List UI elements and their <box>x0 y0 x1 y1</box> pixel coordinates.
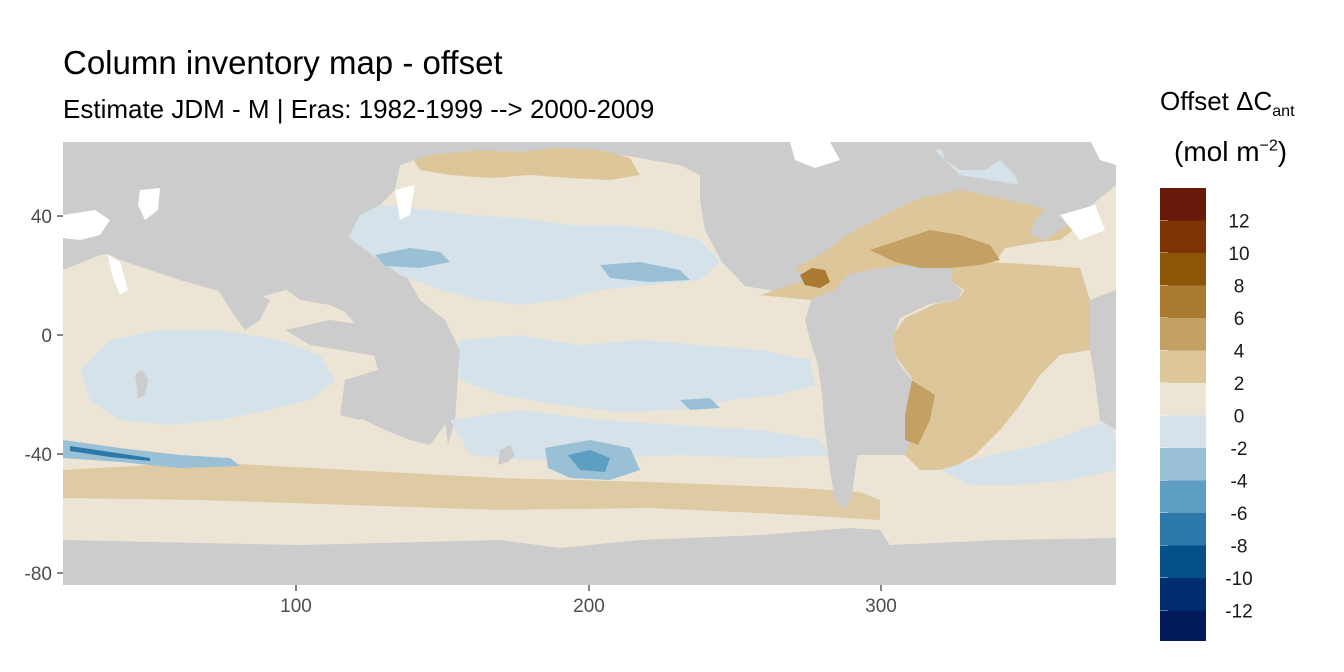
legend-swatch <box>1160 220 1206 254</box>
legend-tick-label: -6 <box>1231 504 1248 525</box>
antarctic-tan-band <box>63 462 880 520</box>
legend-tick-label: -10 <box>1225 569 1252 590</box>
gulf-stream-orange <box>870 230 1000 268</box>
y-tick-label: -40 <box>25 445 52 466</box>
gulf-of-mexico-brown <box>800 268 830 288</box>
southern-ocean-blue-streak <box>63 440 240 468</box>
legend-tick-label: 4 <box>1234 342 1245 363</box>
greenland <box>940 142 1000 170</box>
legend-colorbar <box>1160 188 1206 641</box>
kuroshio-negative <box>375 248 450 268</box>
no-data-okhotsk <box>395 185 415 220</box>
legend-tick-label: -2 <box>1231 439 1248 460</box>
east-pacific-blue <box>680 398 720 410</box>
south-atlantic-negative <box>940 420 1116 485</box>
atlantic-tan <box>760 250 1090 470</box>
legend-title-subscript: ant <box>1272 103 1295 121</box>
legend-swatch <box>1160 513 1206 546</box>
india <box>215 285 270 330</box>
pacific-negative-patch <box>600 262 690 282</box>
legend-swatch <box>1160 285 1206 319</box>
southern-ocean-dark-streak <box>70 446 150 461</box>
legend-title-text: Offset ΔC <box>1160 86 1273 116</box>
legend-tick-label: -12 <box>1225 602 1252 623</box>
south-pacific-negative <box>450 410 830 460</box>
legend-unit-superscript: −2 <box>1259 137 1278 155</box>
legend-swatch <box>1160 188 1206 221</box>
y-tick-label: 40 <box>31 207 52 228</box>
equatorial-pacific-negative <box>460 335 815 412</box>
legend-swatch <box>1160 578 1206 611</box>
legend-unit: (mol m−2) <box>1174 136 1287 168</box>
y-axis: 40 0 -40 -80 <box>25 207 63 585</box>
eurasia <box>63 142 630 300</box>
antarctica <box>63 528 1116 585</box>
australia <box>345 368 445 445</box>
north-america <box>630 142 905 282</box>
legend-tick-label: -8 <box>1231 537 1248 558</box>
legend-tick-label: 0 <box>1234 407 1245 428</box>
legend-tick-label: 2 <box>1234 374 1245 395</box>
brazil-tan <box>905 380 935 445</box>
indian-ocean-negative <box>80 330 335 425</box>
legend-swatch <box>1160 350 1206 384</box>
africa-west-edge <box>1090 290 1116 430</box>
no-data-baltic <box>1091 142 1116 165</box>
legend-swatch <box>1160 318 1206 351</box>
x-tick-label: 200 <box>573 596 605 617</box>
legend-unit-close: ) <box>1277 136 1288 167</box>
legend-tick-label: 6 <box>1234 309 1245 330</box>
x-tick-label: 300 <box>865 596 897 617</box>
map-title: Column inventory map - offset <box>63 44 503 81</box>
legend-swatch <box>1160 448 1206 481</box>
south-pacific-deep-blue <box>568 450 610 472</box>
map-panel <box>63 142 1116 585</box>
legend-swatch <box>1160 480 1206 514</box>
y-tick-label: 0 <box>41 326 52 347</box>
legend-swatch <box>1160 383 1206 416</box>
no-data-caspian <box>138 188 160 220</box>
no-data-hudson <box>790 142 840 168</box>
legend-title: Offset ΔCant <box>1160 86 1295 121</box>
x-axis: 100 200 300 <box>280 585 897 617</box>
legend-labels: 12 10 8 6 4 2 0 -2 -4 -6 -8 -10 -12 <box>1225 212 1252 623</box>
legend-tick-label: 8 <box>1234 277 1245 298</box>
legend-swatch <box>1160 610 1206 641</box>
legend-swatch <box>1160 253 1206 286</box>
x-tick-label: 100 <box>280 596 312 617</box>
legend-swatch <box>1160 415 1206 449</box>
no-data-gulf-alaska <box>1060 205 1105 240</box>
madagascar <box>135 370 148 398</box>
new-zealand <box>498 445 515 465</box>
no-data-arctic-left <box>63 210 110 240</box>
maritime-continent <box>285 320 420 360</box>
legend-tick-label: -4 <box>1231 472 1248 493</box>
north-pacific-tan <box>410 148 640 180</box>
map-subtitle: Estimate JDM - M | Eras: 1982-1999 --> 2… <box>63 94 655 124</box>
y-tick-label: -80 <box>25 564 52 585</box>
legend-unit-open: (mol m <box>1174 136 1260 167</box>
pacific-negative-zone <box>330 205 720 305</box>
south-america <box>805 298 892 510</box>
legend-swatch <box>1160 545 1206 579</box>
legend-tick-label: 12 <box>1228 212 1249 233</box>
europe <box>1000 142 1116 240</box>
legend-tick-label: 10 <box>1228 244 1249 265</box>
no-data-mideast <box>108 255 128 295</box>
